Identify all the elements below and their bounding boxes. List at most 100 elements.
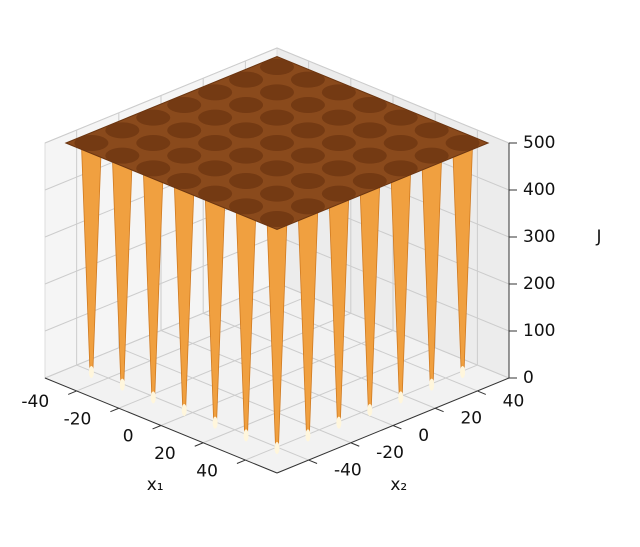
- well-opening: [321, 109, 356, 126]
- well-opening: [167, 97, 202, 113]
- z-tick-label: 0: [523, 368, 534, 388]
- well-tip: [460, 366, 466, 378]
- x-axis-label: x₁: [147, 475, 164, 495]
- grid-line: [44, 47, 278, 144]
- z-tick-label: 200: [523, 274, 555, 294]
- y-axis-label: x₂: [390, 475, 407, 495]
- x-tick-label: -40: [21, 392, 49, 412]
- y-tick-label: -40: [334, 460, 362, 480]
- tick-mark: [308, 459, 318, 464]
- well-opening: [260, 84, 294, 101]
- well-tip: [119, 378, 125, 391]
- well-opening: [229, 97, 264, 113]
- well-opening: [260, 185, 294, 202]
- y-tick-label: 20: [460, 409, 482, 429]
- well-opening: [260, 160, 294, 177]
- well-opening: [229, 71, 264, 88]
- well-opening: [136, 160, 171, 177]
- well-opening: [198, 160, 233, 177]
- y-tick-label: -20: [376, 443, 404, 463]
- grid-line: [76, 364, 309, 461]
- x-axis: [44, 377, 278, 474]
- well-tip: [88, 366, 94, 378]
- well-opening: [105, 147, 140, 164]
- well-tip: [243, 429, 249, 442]
- tick-mark: [434, 407, 444, 413]
- well-opening: [105, 122, 140, 139]
- well-opening: [198, 109, 233, 126]
- well-opening: [229, 173, 264, 189]
- well-opening: [198, 135, 233, 151]
- tick-mark: [68, 390, 77, 395]
- well-opening: [167, 122, 202, 139]
- tick-mark: [350, 442, 360, 447]
- y-tick-label: 40: [503, 391, 525, 411]
- well-opening: [260, 135, 294, 151]
- z-tick-label: 500: [523, 133, 555, 153]
- well-opening: [74, 135, 109, 151]
- well-opening: [414, 147, 449, 164]
- well-opening: [260, 211, 294, 227]
- well-opening: [321, 185, 356, 202]
- well-opening: [383, 135, 418, 151]
- well-tip: [429, 378, 435, 391]
- z-tick-label: 300: [523, 227, 555, 247]
- z-axis-label: J: [595, 227, 601, 247]
- grid-line: [44, 282, 278, 379]
- well-opening: [445, 135, 480, 151]
- well-opening: [290, 122, 325, 139]
- well-opening: [383, 109, 418, 126]
- well-opening: [136, 135, 171, 151]
- well-opening: [290, 71, 325, 88]
- well-tip: [212, 416, 218, 429]
- well-opening: [229, 198, 264, 215]
- grid-line: [276, 282, 510, 379]
- well-tip: [181, 404, 187, 416]
- well-opening: [229, 147, 264, 164]
- tick-mark: [152, 425, 162, 430]
- well-opening: [352, 147, 387, 164]
- well-opening: [260, 109, 294, 126]
- y-axis: [276, 377, 510, 474]
- well-opening: [167, 173, 202, 189]
- well-opening: [260, 59, 294, 75]
- well-opening: [414, 122, 449, 139]
- tick-mark: [392, 425, 402, 430]
- well-opening: [290, 97, 325, 113]
- well-opening: [352, 97, 387, 113]
- y-tick-label: 0: [418, 426, 429, 446]
- well-opening: [290, 173, 325, 189]
- well-opening: [290, 147, 325, 164]
- well-opening: [136, 109, 171, 126]
- well-opening: [352, 122, 387, 139]
- well-tip: [336, 416, 342, 429]
- well-tip: [398, 391, 404, 404]
- well-opening: [321, 135, 356, 151]
- x-tick-label: 40: [196, 461, 218, 481]
- tick-mark: [110, 407, 120, 413]
- z-tick-label: 400: [523, 180, 555, 200]
- grid-line: [276, 47, 510, 144]
- well-opening: [167, 147, 202, 164]
- tick-mark: [236, 459, 246, 464]
- x-tick-label: 0: [123, 427, 134, 447]
- well-opening: [290, 198, 325, 215]
- well-opening: [321, 160, 356, 177]
- z-tick-label: 100: [523, 321, 555, 341]
- well-opening: [198, 185, 233, 202]
- x-tick-label: 20: [154, 444, 176, 464]
- well-opening: [352, 173, 387, 189]
- tick-mark: [477, 390, 486, 395]
- grid-line: [118, 347, 352, 444]
- well-tip: [367, 404, 373, 416]
- well-tip: [150, 391, 156, 404]
- well-tip: [305, 429, 311, 442]
- well-opening: [383, 160, 418, 177]
- tick-mark: [194, 442, 204, 447]
- x-tick-label: -20: [64, 409, 92, 429]
- well-opening: [198, 84, 233, 101]
- well-opening: [321, 84, 356, 101]
- grid-line: [245, 295, 478, 392]
- well-opening: [229, 122, 264, 139]
